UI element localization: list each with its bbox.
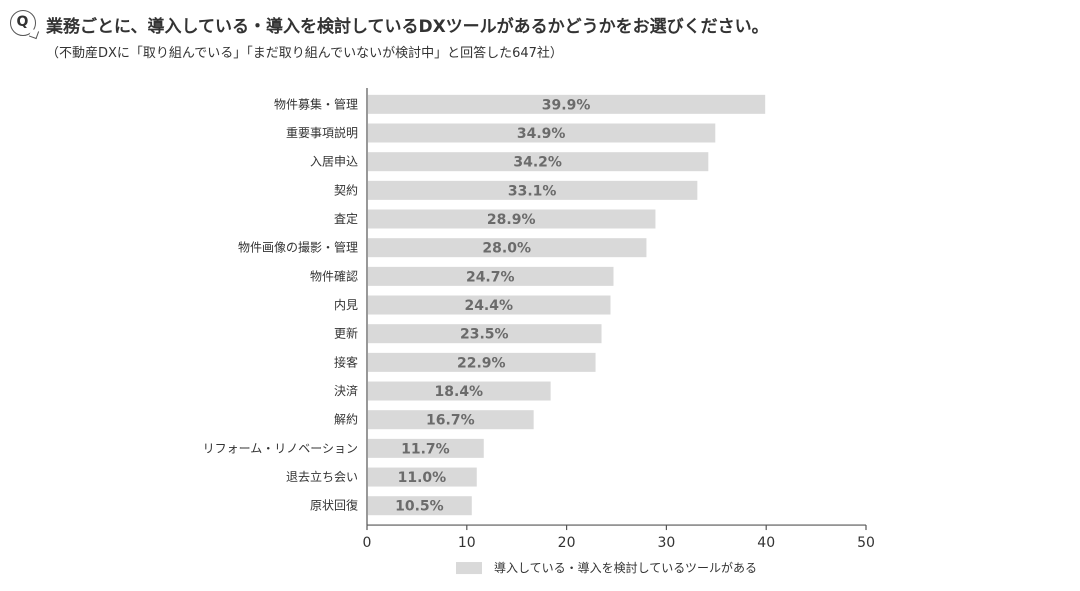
bar	[368, 295, 611, 315]
category-label: 決済	[334, 383, 358, 398]
bar	[368, 352, 596, 372]
bar	[368, 94, 766, 114]
bar-value-label: 33.1%	[508, 183, 557, 199]
x-tick-label: 10	[458, 535, 476, 551]
category-label: 査定	[334, 211, 358, 226]
bar	[368, 123, 716, 143]
category-label: 退去立ち会い	[286, 469, 358, 484]
category-label: リフォーム・リノベーション	[203, 441, 358, 455]
category-label: 物件確認	[310, 268, 358, 283]
category-label: 解約	[334, 412, 358, 427]
category-label: 原状回復	[310, 498, 358, 513]
x-tick-label: 50	[857, 535, 875, 551]
bar-value-label: 24.7%	[466, 269, 515, 285]
bar-value-label: 34.2%	[513, 155, 562, 171]
legend-swatch	[456, 562, 482, 575]
bar-value-label: 34.9%	[517, 126, 566, 142]
category-label: 接客	[334, 354, 358, 369]
bar	[368, 180, 698, 200]
x-tick-label: 0	[363, 535, 372, 551]
bar	[368, 438, 484, 458]
category-label: 物件画像の撮影・管理	[238, 240, 358, 255]
bar-value-label: 24.4%	[464, 298, 513, 314]
bar-value-label: 11.7%	[401, 441, 450, 457]
bar-value-label: 22.9%	[457, 355, 506, 371]
category-label: 内見	[334, 298, 358, 312]
x-tick-label: 30	[657, 535, 675, 551]
bar	[368, 410, 534, 430]
bar-value-label: 23.5%	[460, 327, 509, 343]
category-label: 入居申込	[310, 155, 358, 169]
bar	[368, 467, 477, 487]
bar	[368, 238, 647, 258]
x-tick-label: 40	[757, 535, 775, 551]
question-subtitle: （不動産DXに「取り組んでいる」「まだ取り組んでいないが検討中」と回答した647…	[46, 46, 563, 61]
bar	[368, 381, 551, 401]
question-badge-icon: Q	[10, 10, 40, 40]
question-title: 業務ごとに、導入している・導入を検討しているDXツールがあるかどうかをお選びくだ…	[46, 17, 769, 37]
bar	[368, 324, 602, 344]
bar-value-label: 10.5%	[395, 499, 444, 515]
bar-value-label: 39.9%	[542, 97, 591, 113]
bar	[368, 266, 614, 286]
bar	[368, 209, 656, 229]
bar	[368, 152, 709, 172]
legend-label: 導入している・導入を検討しているツールがある	[494, 560, 757, 575]
category-label: 契約	[334, 182, 358, 197]
bar-value-label: 18.4%	[435, 384, 484, 400]
bar	[368, 496, 472, 516]
x-tick-label: 20	[558, 535, 576, 551]
bar-value-label: 11.0%	[398, 470, 447, 486]
category-label: 更新	[334, 326, 358, 341]
bar-value-label: 16.7%	[426, 413, 475, 429]
category-label: 重要事項説明	[286, 125, 358, 140]
category-label: 物件募集・管理	[274, 96, 358, 111]
bar-value-label: 28.9%	[487, 212, 536, 228]
question-badge-label: Q	[16, 14, 29, 30]
bar-value-label: 28.0%	[482, 241, 531, 257]
